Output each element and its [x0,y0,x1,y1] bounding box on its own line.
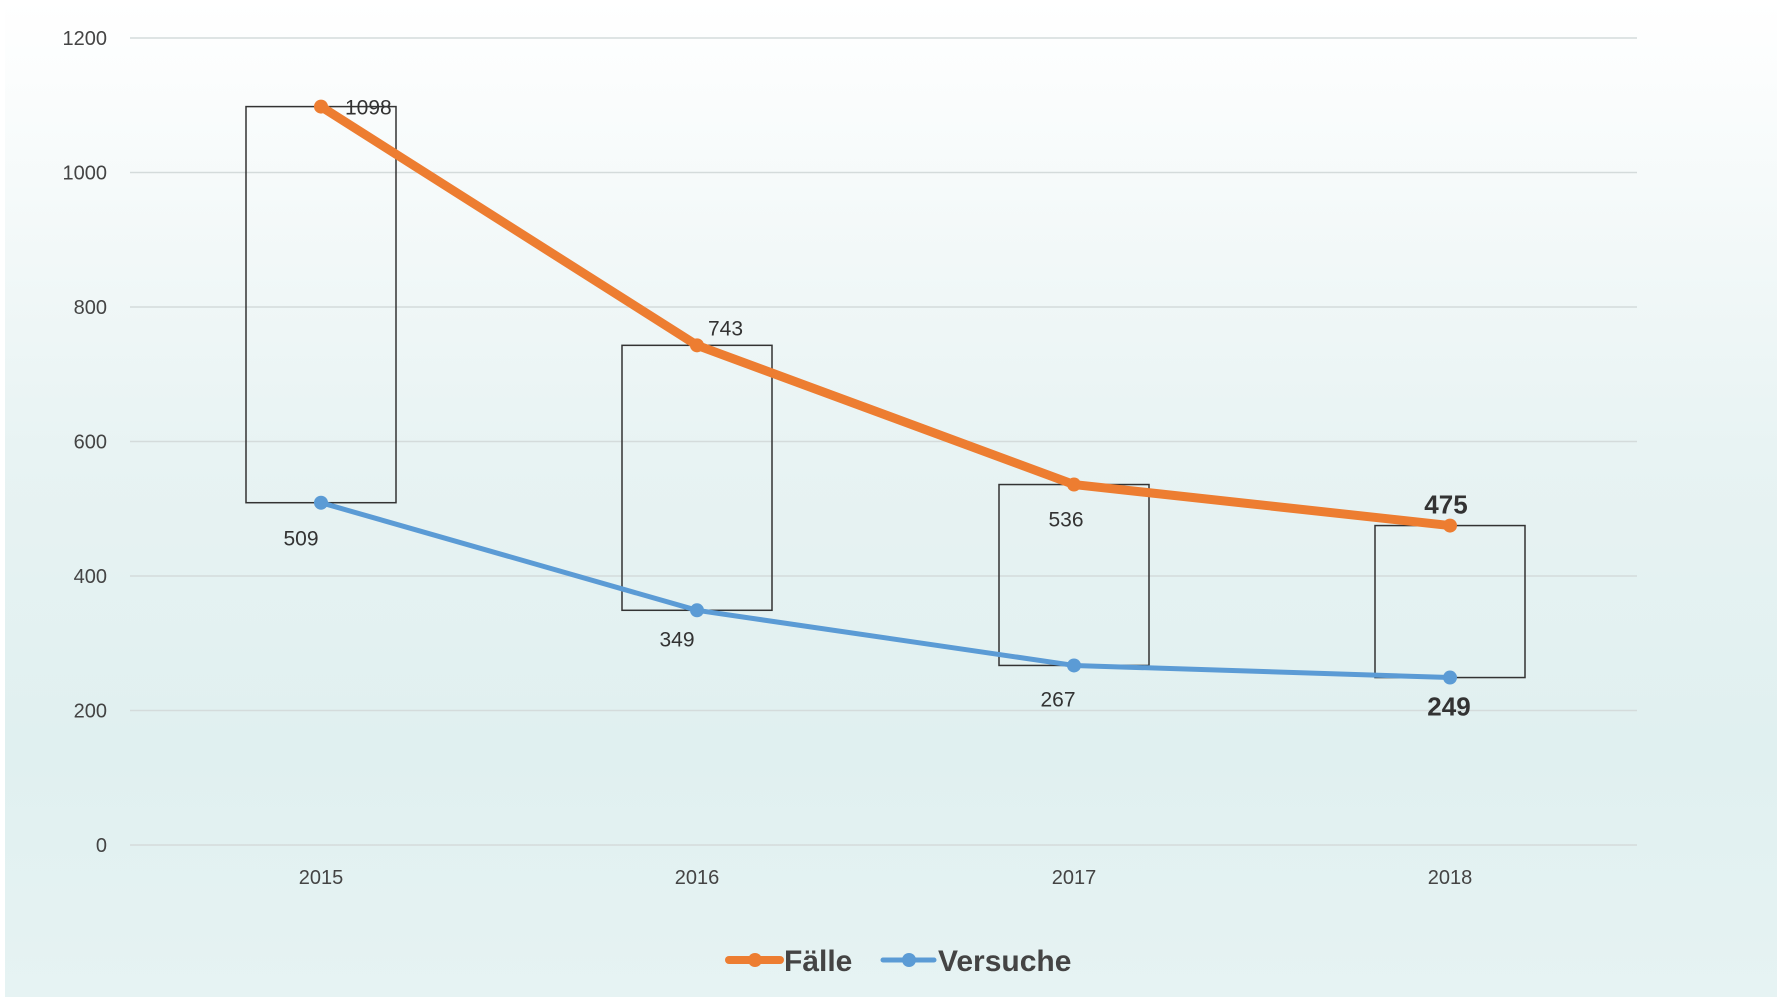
series-line-versuche [318,500,1453,681]
data-points [314,99,1457,685]
y-tick-label: 800 [74,297,107,319]
legend-label-faelle: Fälle [784,945,852,978]
y-tick-label: 0 [96,835,107,857]
data-point [1443,518,1457,533]
data-label: 249 [1427,692,1470,722]
y-tick-label: 1200 [63,28,108,50]
series-line-faelle [316,102,1455,531]
y-tick-label: 1000 [63,163,108,185]
data-point [1443,670,1457,685]
x-tick-label: 2017 [1052,867,1097,889]
range-box [1374,524,1526,679]
data-label: 349 [659,628,694,651]
data-labels: 1098 743 536 475 509 349 267 249 [283,97,1470,722]
data-label: 1098 [345,97,392,120]
line-chart: 0 200 400 600 800 1000 1200 2015 2016 2017 2018 1… [63,28,1637,978]
chart-area: 0 200 400 600 800 1000 1200 2015 2016 2017 2018 1… [5,0,1777,997]
gridlines [130,37,1637,846]
y-tick-label: 400 [74,566,107,588]
y-tick-label: 600 [74,432,107,454]
legend-label-versuche: Versuche [938,945,1071,978]
series-lines [316,102,1455,681]
data-label: 743 [708,317,743,340]
x-axis-ticks: 2015 2016 2017 2018 [299,867,1473,889]
range-box [621,344,773,612]
legend-marker-faelle [748,953,762,967]
y-tick-label: 200 [74,701,107,723]
data-point [314,495,328,510]
x-tick-label: 2016 [675,867,720,889]
x-tick-label: 2018 [1428,867,1473,889]
range-box [245,105,397,504]
data-point [1067,658,1081,673]
data-point [1067,477,1081,492]
x-tick-label: 2015 [299,867,344,889]
data-label: 536 [1048,509,1083,532]
legend-marker-versuche [902,953,916,967]
data-point [690,338,704,353]
data-point [690,603,704,618]
range-boxes [245,105,1526,679]
y-axis-ticks: 0 200 400 600 800 1000 1200 [63,28,108,857]
data-point [314,99,328,114]
data-label: 267 [1040,688,1075,711]
legend: Fälle Versuche [725,945,1071,978]
data-label: 475 [1424,490,1467,520]
data-label: 509 [283,528,318,551]
